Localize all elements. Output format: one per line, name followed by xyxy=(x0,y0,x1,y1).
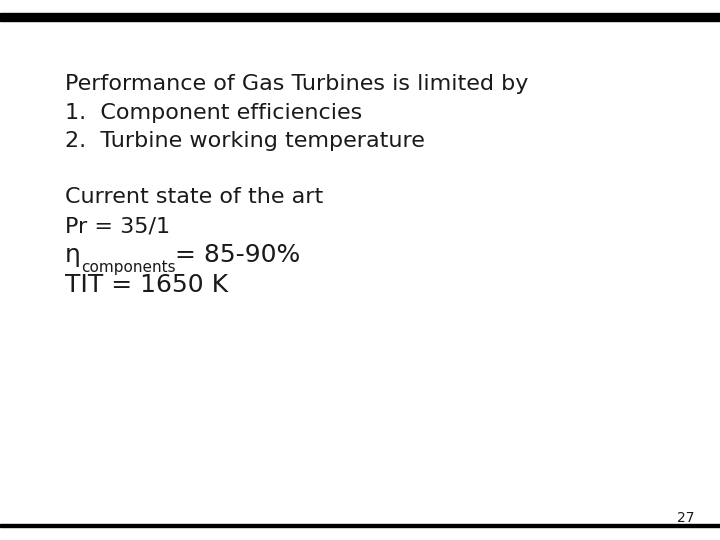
Text: TIT = 1650 K: TIT = 1650 K xyxy=(65,273,228,297)
Text: = 85-90%: = 85-90% xyxy=(167,244,300,267)
Bar xyxy=(0,14,720,21)
Text: Current state of the art: Current state of the art xyxy=(65,187,323,207)
Bar xyxy=(0,524,720,526)
Text: Performance of Gas Turbines is limited by: Performance of Gas Turbines is limited b… xyxy=(65,73,528,94)
Text: η: η xyxy=(65,244,81,267)
Text: 1.  Component efficiencies: 1. Component efficiencies xyxy=(65,103,362,124)
Text: 2.  Turbine working temperature: 2. Turbine working temperature xyxy=(65,131,425,152)
Text: 27: 27 xyxy=(678,511,695,525)
Text: components: components xyxy=(81,260,175,275)
Text: Pr = 35/1: Pr = 35/1 xyxy=(65,217,170,237)
